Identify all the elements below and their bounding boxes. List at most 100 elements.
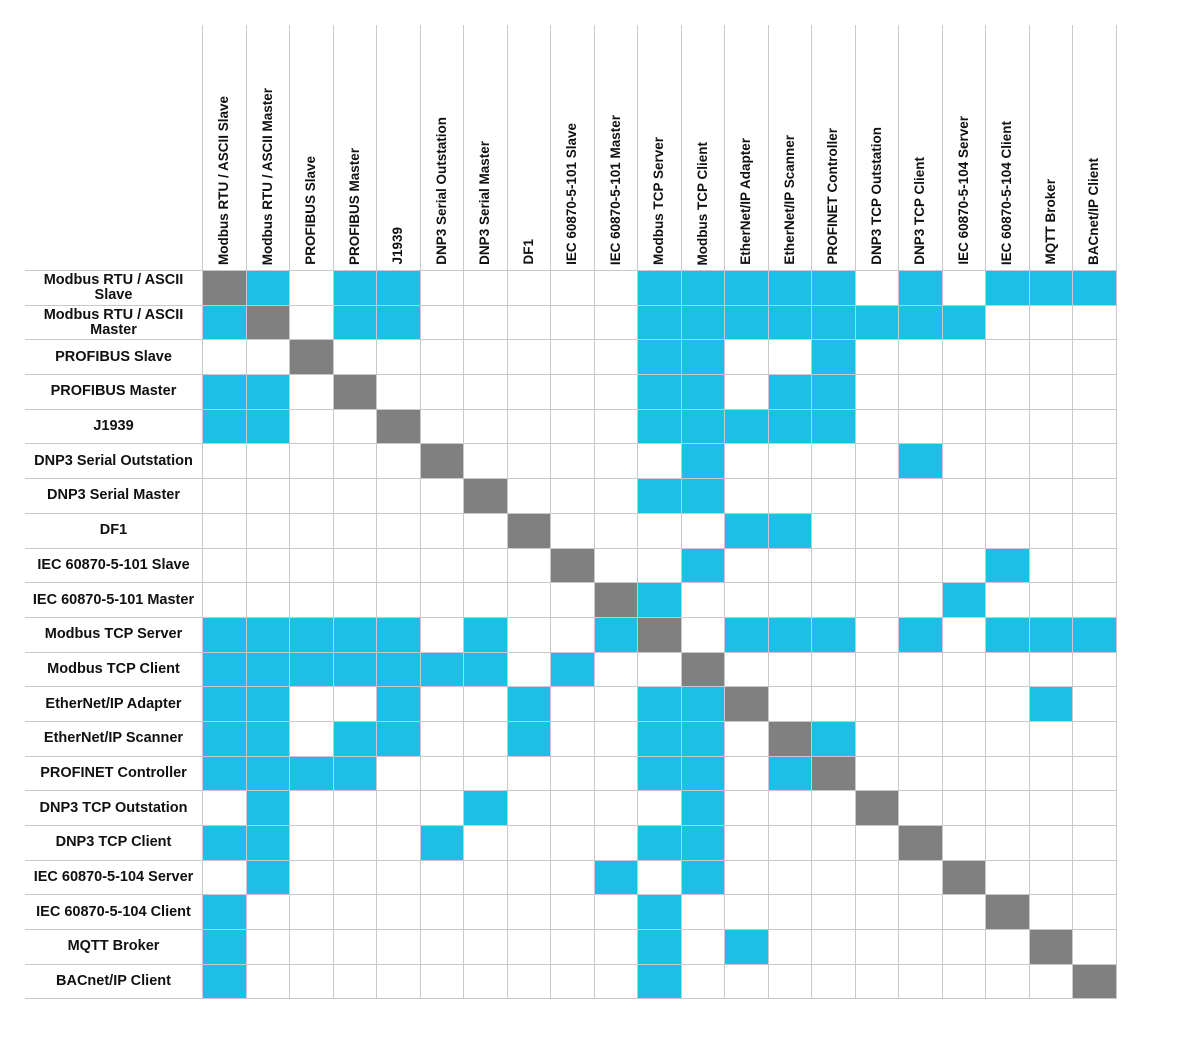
- protocol-compatibility-matrix: Modbus RTU / ASCII Slave Modbus RTU / ASC…: [25, 25, 1117, 1000]
- matrix-cell-unsupported: [376, 859, 421, 896]
- matrix-cell-unsupported: [985, 512, 1030, 549]
- matrix-cell-unsupported: [1028, 894, 1073, 931]
- matrix-cell-unsupported: [593, 755, 638, 792]
- matrix-cell-supported: [680, 270, 725, 306]
- matrix-cell-unsupported: [811, 651, 856, 688]
- matrix-cell-unsupported: [941, 270, 986, 306]
- matrix-cell-supported: [506, 720, 551, 757]
- matrix-cell-unsupported: [811, 790, 856, 826]
- matrix-cell-supported: [637, 720, 682, 757]
- matrix-cell-self: [854, 790, 899, 826]
- matrix-cell-unsupported: [463, 304, 508, 341]
- row-header-label: IEC 60870-5-104 Client: [25, 894, 203, 931]
- matrix-cell-unsupported: [680, 512, 725, 549]
- matrix-cell-unsupported: [419, 755, 464, 792]
- matrix-cell-unsupported: [898, 894, 943, 931]
- column-header-label: Modbus TCP Client: [694, 141, 710, 266]
- matrix-cell-supported: [1028, 616, 1073, 653]
- matrix-cell-supported: [245, 270, 290, 306]
- table-row: PROFIBUS Master: [25, 374, 1117, 410]
- matrix-cell-unsupported: [506, 304, 551, 341]
- matrix-cell-unsupported: [593, 408, 638, 445]
- matrix-cell-unsupported: [898, 755, 943, 792]
- column-header: IEC 60870-5-104 Client: [985, 25, 1030, 271]
- matrix-cell-unsupported: [289, 929, 334, 965]
- matrix-cell-unsupported: [550, 616, 595, 653]
- matrix-cell-supported: [332, 304, 377, 341]
- matrix-cell-supported: [1028, 686, 1073, 722]
- matrix-cell-unsupported: [550, 443, 595, 480]
- matrix-cell-unsupported: [941, 547, 986, 584]
- matrix-cell-supported: [985, 616, 1030, 653]
- column-header-label: MQTT Broker: [1042, 179, 1058, 265]
- matrix-cell-unsupported: [419, 929, 464, 965]
- matrix-cell-unsupported: [419, 686, 464, 722]
- matrix-cell-unsupported: [1072, 304, 1117, 341]
- matrix-cell-unsupported: [332, 512, 377, 549]
- matrix-cell-unsupported: [550, 408, 595, 445]
- row-header-label: PROFIBUS Master: [25, 374, 203, 410]
- matrix-cell-supported: [245, 755, 290, 792]
- matrix-cell-unsupported: [985, 686, 1030, 722]
- column-header-label: BACnet/IP Client: [1086, 157, 1102, 265]
- matrix-cell-unsupported: [941, 790, 986, 826]
- matrix-cell-unsupported: [985, 582, 1030, 618]
- matrix-cell-unsupported: [376, 929, 421, 965]
- row-header-label: Modbus RTU / ASCII Slave: [25, 270, 203, 306]
- matrix-cell-unsupported: [593, 963, 638, 1000]
- matrix-cell-supported: [1072, 616, 1117, 653]
- matrix-cell-unsupported: [985, 755, 1030, 792]
- matrix-cell-unsupported: [898, 720, 943, 757]
- matrix-cell-supported: [202, 825, 247, 861]
- matrix-cell-supported: [680, 408, 725, 445]
- column-header: MQTT Broker: [1028, 25, 1073, 271]
- matrix-cell-unsupported: [1072, 929, 1117, 965]
- matrix-cell-unsupported: [202, 339, 247, 376]
- matrix-cell-unsupported: [289, 304, 334, 341]
- matrix-cell-unsupported: [724, 374, 769, 410]
- table-row: DNP3 TCP Outstation: [25, 790, 1117, 826]
- matrix-cell-unsupported: [245, 443, 290, 480]
- matrix-cell-unsupported: [202, 478, 247, 514]
- matrix-cell-supported: [724, 512, 769, 549]
- matrix-cell-unsupported: [245, 963, 290, 1000]
- matrix-cell-unsupported: [289, 686, 334, 722]
- matrix-cell-unsupported: [332, 582, 377, 618]
- matrix-cell-unsupported: [419, 270, 464, 306]
- matrix-cell-unsupported: [941, 408, 986, 445]
- matrix-cell-unsupported: [1072, 339, 1117, 376]
- matrix-cell-unsupported: [811, 859, 856, 896]
- matrix-cell-unsupported: [245, 929, 290, 965]
- matrix-cell-unsupported: [376, 547, 421, 584]
- matrix-cell-unsupported: [463, 825, 508, 861]
- matrix-cell-unsupported: [724, 443, 769, 480]
- matrix-cell-unsupported: [1028, 582, 1073, 618]
- matrix-cell-unsupported: [854, 755, 899, 792]
- matrix-cell-unsupported: [550, 686, 595, 722]
- matrix-cell-supported: [811, 720, 856, 757]
- matrix-cell-unsupported: [506, 270, 551, 306]
- matrix-cell-unsupported: [593, 512, 638, 549]
- column-header: DNP3 Serial Master: [463, 25, 508, 271]
- matrix-cell-unsupported: [506, 443, 551, 480]
- matrix-cell-unsupported: [724, 339, 769, 376]
- matrix-cell-unsupported: [550, 929, 595, 965]
- row-header-label: MQTT Broker: [25, 929, 203, 965]
- column-header: DF1: [506, 25, 551, 271]
- matrix-cell-unsupported: [1028, 859, 1073, 896]
- matrix-cell-unsupported: [941, 825, 986, 861]
- matrix-cell-unsupported: [289, 720, 334, 757]
- matrix-cell-unsupported: [289, 547, 334, 584]
- matrix-cell-unsupported: [593, 686, 638, 722]
- matrix-cell-unsupported: [854, 894, 899, 931]
- matrix-cell-unsupported: [898, 512, 943, 549]
- matrix-cell-unsupported: [245, 339, 290, 376]
- matrix-cell-self: [550, 547, 595, 584]
- matrix-cell-supported: [637, 478, 682, 514]
- matrix-cell-supported: [202, 304, 247, 341]
- table-row: DNP3 TCP Client: [25, 825, 1117, 861]
- matrix-cell-supported: [941, 582, 986, 618]
- matrix-cell-unsupported: [506, 859, 551, 896]
- column-header-label: DNP3 Serial Outstation: [433, 117, 449, 265]
- column-header: IEC 60870-5-104 Server: [941, 25, 986, 271]
